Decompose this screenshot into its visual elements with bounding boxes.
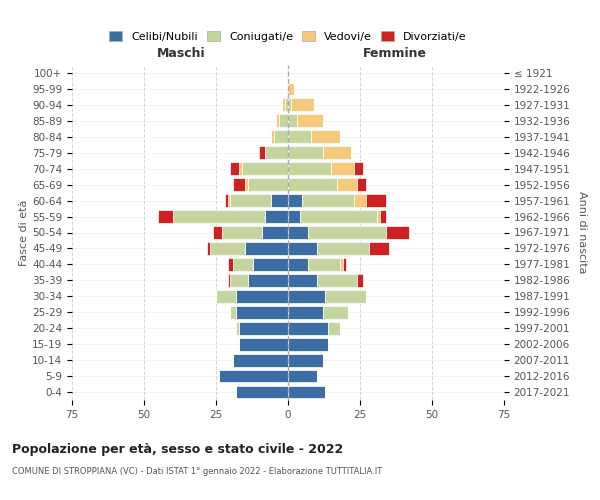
Bar [354, 162, 363, 175]
Bar [233, 258, 253, 271]
Bar [227, 194, 230, 207]
Bar [210, 242, 245, 255]
Bar [262, 226, 288, 239]
Bar [274, 130, 288, 143]
Bar [248, 274, 288, 286]
Bar [271, 194, 288, 207]
Bar [239, 338, 288, 350]
Bar [245, 178, 248, 191]
Bar [245, 242, 288, 255]
Bar [288, 258, 308, 271]
Bar [288, 226, 308, 239]
Bar [357, 178, 366, 191]
Bar [280, 114, 288, 127]
Bar [277, 114, 280, 127]
Bar [271, 130, 274, 143]
Bar [288, 146, 323, 159]
Bar [343, 258, 346, 271]
Bar [302, 194, 354, 207]
Bar [288, 322, 328, 334]
Bar [288, 194, 302, 207]
Bar [288, 162, 331, 175]
Bar [248, 178, 288, 191]
Bar [230, 274, 248, 286]
Bar [288, 386, 325, 398]
Bar [340, 258, 343, 271]
Bar [227, 274, 230, 286]
Bar [323, 146, 352, 159]
Bar [291, 98, 314, 112]
Bar [328, 322, 340, 334]
Bar [285, 98, 288, 112]
Bar [219, 370, 288, 382]
Bar [227, 258, 233, 271]
Bar [377, 210, 380, 223]
Bar [265, 146, 288, 159]
Bar [230, 194, 271, 207]
Bar [354, 194, 366, 207]
Bar [337, 178, 357, 191]
Bar [216, 290, 236, 302]
Bar [239, 162, 242, 175]
Bar [236, 306, 288, 318]
Bar [288, 306, 323, 318]
Bar [308, 258, 340, 271]
Bar [380, 210, 386, 223]
Bar [288, 114, 296, 127]
Bar [236, 290, 288, 302]
Bar [233, 178, 245, 191]
Bar [325, 290, 366, 302]
Bar [173, 210, 265, 223]
Bar [299, 210, 377, 223]
Legend: Celibi/Nubili, Coniugati/e, Vedovi/e, Divorziati/e: Celibi/Nubili, Coniugati/e, Vedovi/e, Di… [105, 27, 471, 46]
Bar [236, 386, 288, 398]
Bar [222, 226, 262, 239]
Bar [288, 290, 325, 302]
Bar [288, 370, 317, 382]
Bar [317, 242, 368, 255]
Text: Popolazione per età, sesso e stato civile - 2022: Popolazione per età, sesso e stato civil… [12, 442, 343, 456]
Bar [242, 162, 288, 175]
Bar [253, 258, 288, 271]
Bar [317, 274, 357, 286]
Bar [259, 146, 265, 159]
Bar [230, 306, 236, 318]
Text: COMUNE DI STROPPIANA (VC) - Dati ISTAT 1° gennaio 2022 - Elaborazione TUTTITALIA: COMUNE DI STROPPIANA (VC) - Dati ISTAT 1… [12, 468, 382, 476]
Bar [288, 274, 317, 286]
Bar [288, 210, 299, 223]
Bar [288, 338, 328, 350]
Y-axis label: Anni di nascita: Anni di nascita [577, 191, 587, 274]
Bar [308, 226, 386, 239]
Bar [331, 162, 354, 175]
Bar [311, 130, 340, 143]
Bar [224, 194, 227, 207]
Bar [288, 82, 294, 96]
Bar [366, 194, 386, 207]
Text: Femmine: Femmine [362, 47, 427, 60]
Bar [158, 210, 173, 223]
Bar [288, 242, 317, 255]
Bar [288, 98, 291, 112]
Bar [368, 242, 389, 255]
Y-axis label: Fasce di età: Fasce di età [19, 200, 29, 266]
Bar [213, 226, 222, 239]
Bar [236, 322, 239, 334]
Bar [288, 354, 323, 366]
Bar [357, 274, 363, 286]
Bar [288, 130, 311, 143]
Bar [208, 242, 210, 255]
Bar [265, 210, 288, 223]
Bar [386, 226, 409, 239]
Bar [323, 306, 349, 318]
Bar [288, 178, 337, 191]
Bar [296, 114, 323, 127]
Bar [282, 98, 285, 112]
Bar [230, 162, 239, 175]
Text: Maschi: Maschi [157, 47, 206, 60]
Bar [233, 354, 288, 366]
Bar [239, 322, 288, 334]
